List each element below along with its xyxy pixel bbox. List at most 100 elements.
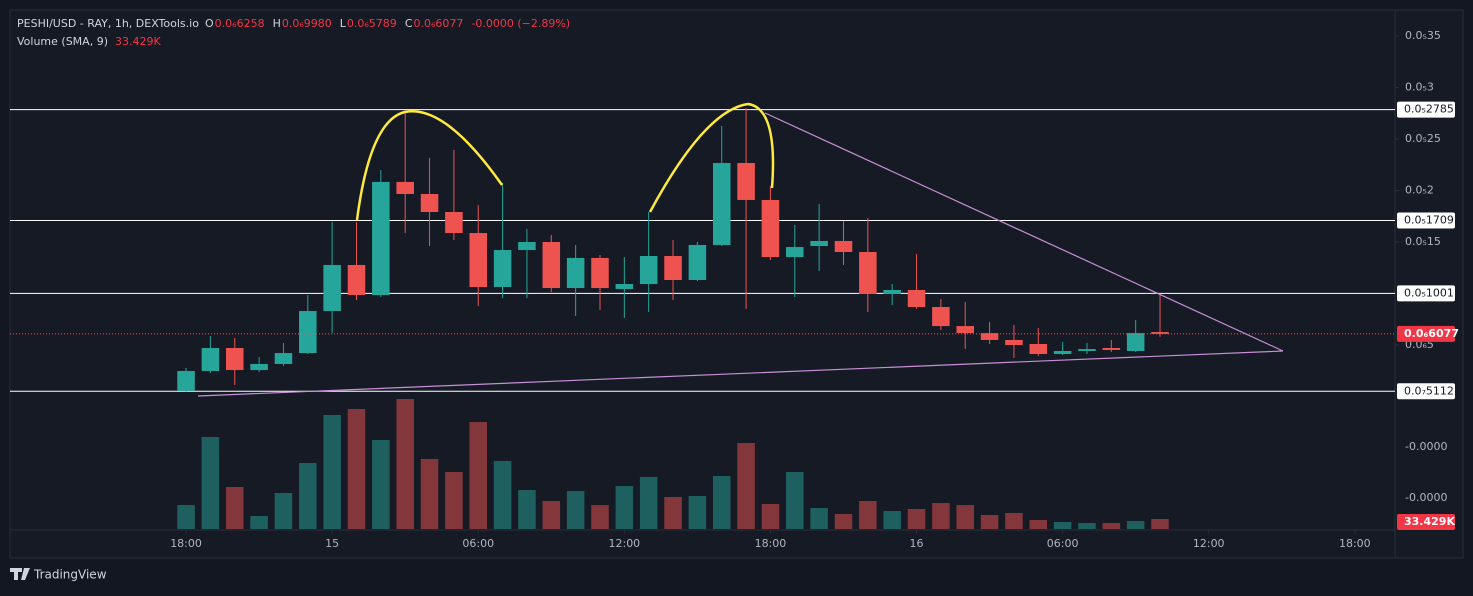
level-label: 0.0₅1709 [1404,213,1454,226]
candle-body [420,193,439,213]
candle-body [274,353,293,364]
volume-bar [859,501,877,529]
trendline [764,112,1284,352]
volume-bar [664,496,682,529]
volume-bar [201,436,220,529]
brand: TradingView [33,568,107,582]
volume-bar [932,503,950,529]
volume-bar [883,510,901,529]
candle-body [445,212,463,234]
volume-bar [761,503,780,529]
volume-bar [469,421,488,529]
volume-bar [834,514,853,529]
volume-bar [347,408,366,529]
volume-bar [980,515,999,529]
candle-body [372,181,390,296]
y-tick-label: 0.0₅25 [1405,132,1441,145]
level-label: 0.0₇5112 [1404,384,1454,397]
candle-body [883,290,901,295]
candle-body [1126,333,1145,351]
x-tick-label: 18:00 [170,537,202,550]
volume-bar [396,398,414,529]
candle-body [177,370,195,391]
volume-bar [250,515,268,529]
candle-body [225,347,244,371]
chart-frame [9,9,1464,559]
candle-body [664,256,682,281]
symbol: PESHI/USD - RAY, 1h, DEXTools.io [17,17,199,30]
x-tick-label: 12:00 [1193,537,1225,550]
candle-body [1053,350,1072,354]
candle-body [1005,339,1023,346]
y-tick-label: 0.0₅15 [1405,235,1441,248]
volume-bar [1102,522,1121,529]
volume-bar [323,414,341,529]
volume-bar [615,486,634,529]
volume-bar [420,459,439,529]
ohlc-key: L [340,17,347,30]
volume-bar [688,496,707,529]
volume-bar [591,505,609,529]
last-price-label: 0.0₆6077 [1404,327,1459,340]
x-tick-label: 16 [910,537,924,550]
volume-bar [518,489,536,529]
candle-body [688,244,707,281]
candle-body [299,311,317,354]
volume-bar [956,505,974,529]
candle-body [323,264,341,312]
candle-body [469,233,488,288]
ohlc-value: 0.0₆9980 [282,17,332,30]
candle-body [712,162,731,245]
volume-bar [1151,519,1169,529]
level-label: 0.0₅2785 [1404,103,1454,116]
candle-body [201,347,220,371]
candle-body [859,251,877,295]
candle-body [737,162,755,200]
volume-bar [786,471,804,529]
trendline [197,350,1284,397]
ohlc-value: 0.0₆6077 [414,17,464,30]
candle-body [542,241,561,289]
candle-body [396,181,414,194]
candle-body [1151,332,1169,334]
volume-bar [1029,519,1048,529]
x-tick-label: 18:00 [1339,537,1371,550]
volume-last-label: 33.429K [1404,515,1455,528]
level-label-box [1397,383,1455,400]
volume-bar [1053,522,1072,529]
level-label-box [1397,212,1455,229]
volume-label: Volume (SMA, 9) [17,35,108,48]
volume-bar [299,463,317,529]
volume-bar [566,491,585,529]
y-tick-label: 0.0₅35 [1405,29,1441,42]
volume-last-box [1397,514,1455,531]
volume-bar [445,471,463,529]
candle-body [518,241,536,251]
candle-body [493,250,512,288]
ohlc-key: H [273,17,281,30]
annotation-arc [648,102,775,213]
candle-body [980,333,999,340]
x-tick-label: 15 [325,537,339,550]
volume-bar [372,440,390,529]
x-tick-label: 06:00 [462,537,494,550]
volume-bar [1078,522,1096,529]
candle-body [956,326,974,334]
candle-body [566,257,585,289]
ohlc-value: 0.0₆6258 [215,17,265,30]
candle-body [1029,343,1048,354]
level-label: 0.0₅1001 [1404,286,1454,299]
volume-bar [810,508,828,529]
volume-bar [907,508,926,529]
candle-body [932,306,950,327]
candle-body [810,240,828,247]
volume-bar [1005,512,1023,529]
volume-axis-label: -0.0000 [1405,440,1447,453]
candle-body [907,290,926,307]
volume-bar [177,505,195,529]
volume-bar [274,493,293,529]
annotation-arc [355,110,504,221]
ohlc-value: 0.0₆5789 [347,17,397,30]
